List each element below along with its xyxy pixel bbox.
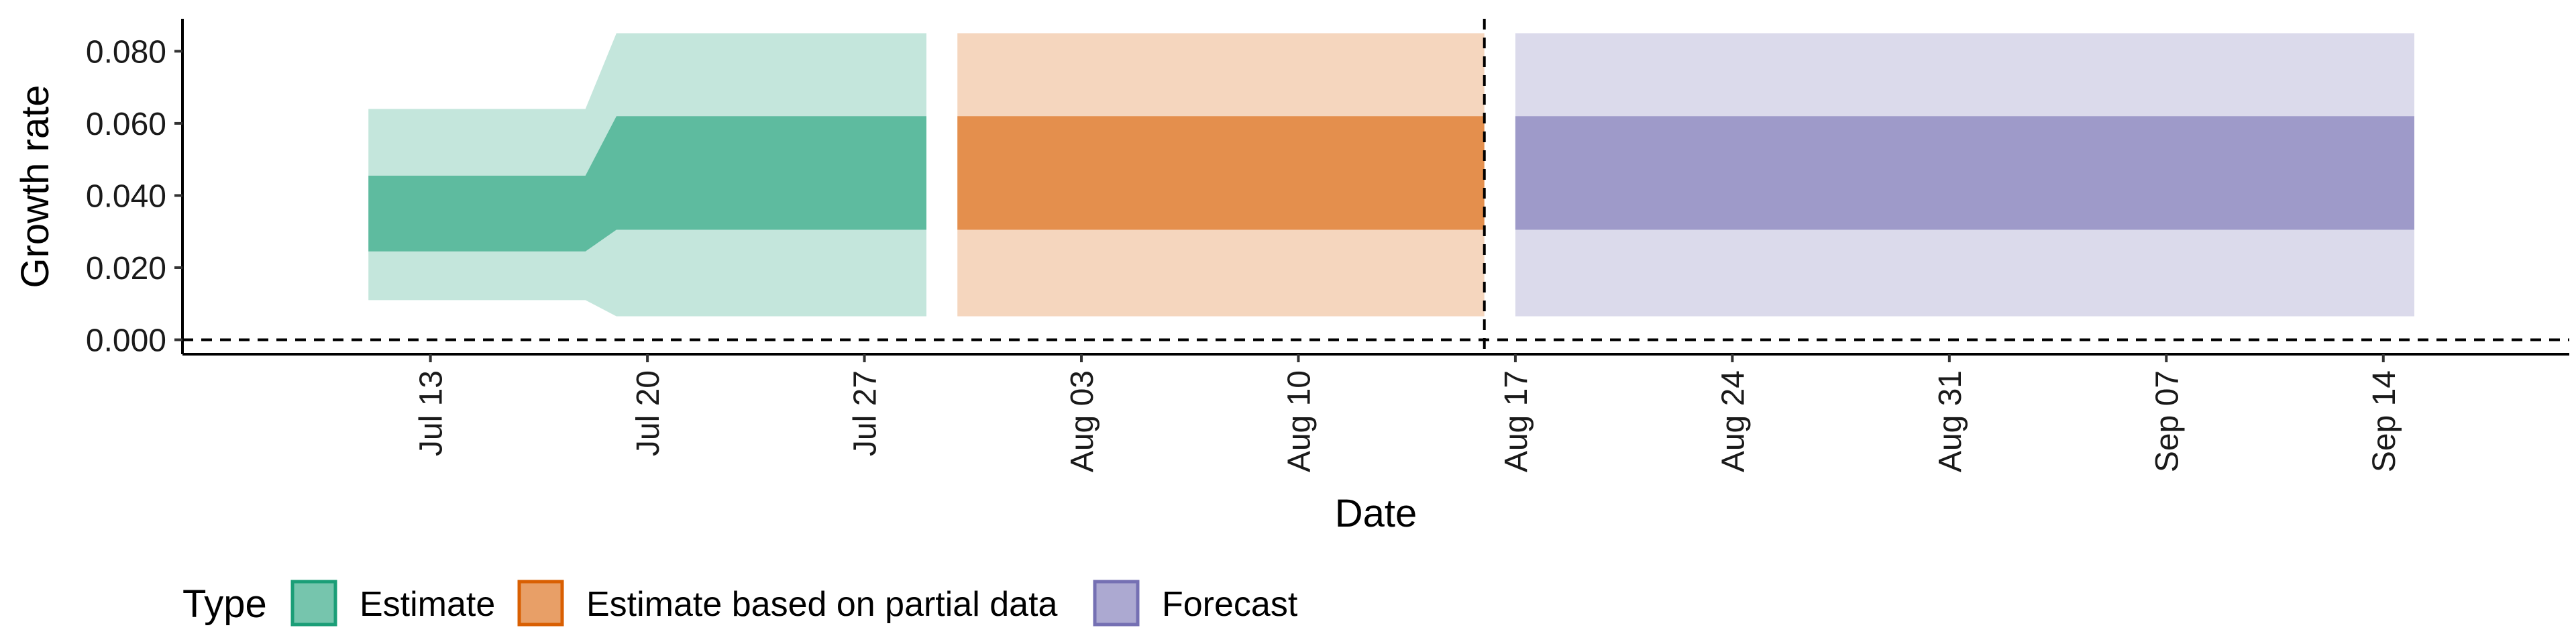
axes: 0.000 0.020 0.040 0.060 0.080 Jul 13 Jul 20 Jul… xyxy=(86,19,2569,472)
y-tick-label: 0.060 xyxy=(86,107,166,142)
y-tick-label: 0.040 xyxy=(86,178,166,214)
x-tick-label: Aug 03 xyxy=(1065,370,1100,472)
ribbon-50-2 xyxy=(1515,116,2414,230)
x-tick-label: Aug 24 xyxy=(1715,370,1751,472)
legend: Type Estimate Estimate based on partial d… xyxy=(182,580,1298,627)
x-tick-label: Aug 31 xyxy=(1933,370,1968,472)
ribbon-layer xyxy=(368,33,2414,317)
legend-label: Forecast xyxy=(1162,585,1298,624)
y-tick-label: 0.080 xyxy=(86,34,166,70)
x-tick-label: Jul 20 xyxy=(631,370,666,456)
x-axis-title: Date xyxy=(1335,492,1417,535)
x-tick-label: Jul 27 xyxy=(848,370,883,456)
x-tick-label: Sep 07 xyxy=(2149,370,2185,472)
x-tick-label: Sep 14 xyxy=(2367,370,2402,472)
ribbon-50-0 xyxy=(368,116,926,252)
legend-label: Estimate xyxy=(360,585,495,624)
legend-title: Type xyxy=(182,582,267,626)
legend-key xyxy=(290,580,337,627)
legend-label: Estimate based on partial data xyxy=(586,585,1058,624)
x-tick-label: Aug 17 xyxy=(1499,370,1534,472)
y-tick-label: 0.020 xyxy=(86,251,166,286)
ribbon-50-1 xyxy=(957,116,1485,230)
legend-key xyxy=(1093,580,1140,627)
reference-lines xyxy=(182,19,2569,354)
legend-key xyxy=(517,580,564,627)
x-tick-label: Jul 13 xyxy=(414,370,449,456)
y-axis-title: Growth rate xyxy=(13,85,57,288)
x-tick-label: Aug 10 xyxy=(1281,370,1317,472)
y-tick-label: 0.000 xyxy=(86,323,166,358)
